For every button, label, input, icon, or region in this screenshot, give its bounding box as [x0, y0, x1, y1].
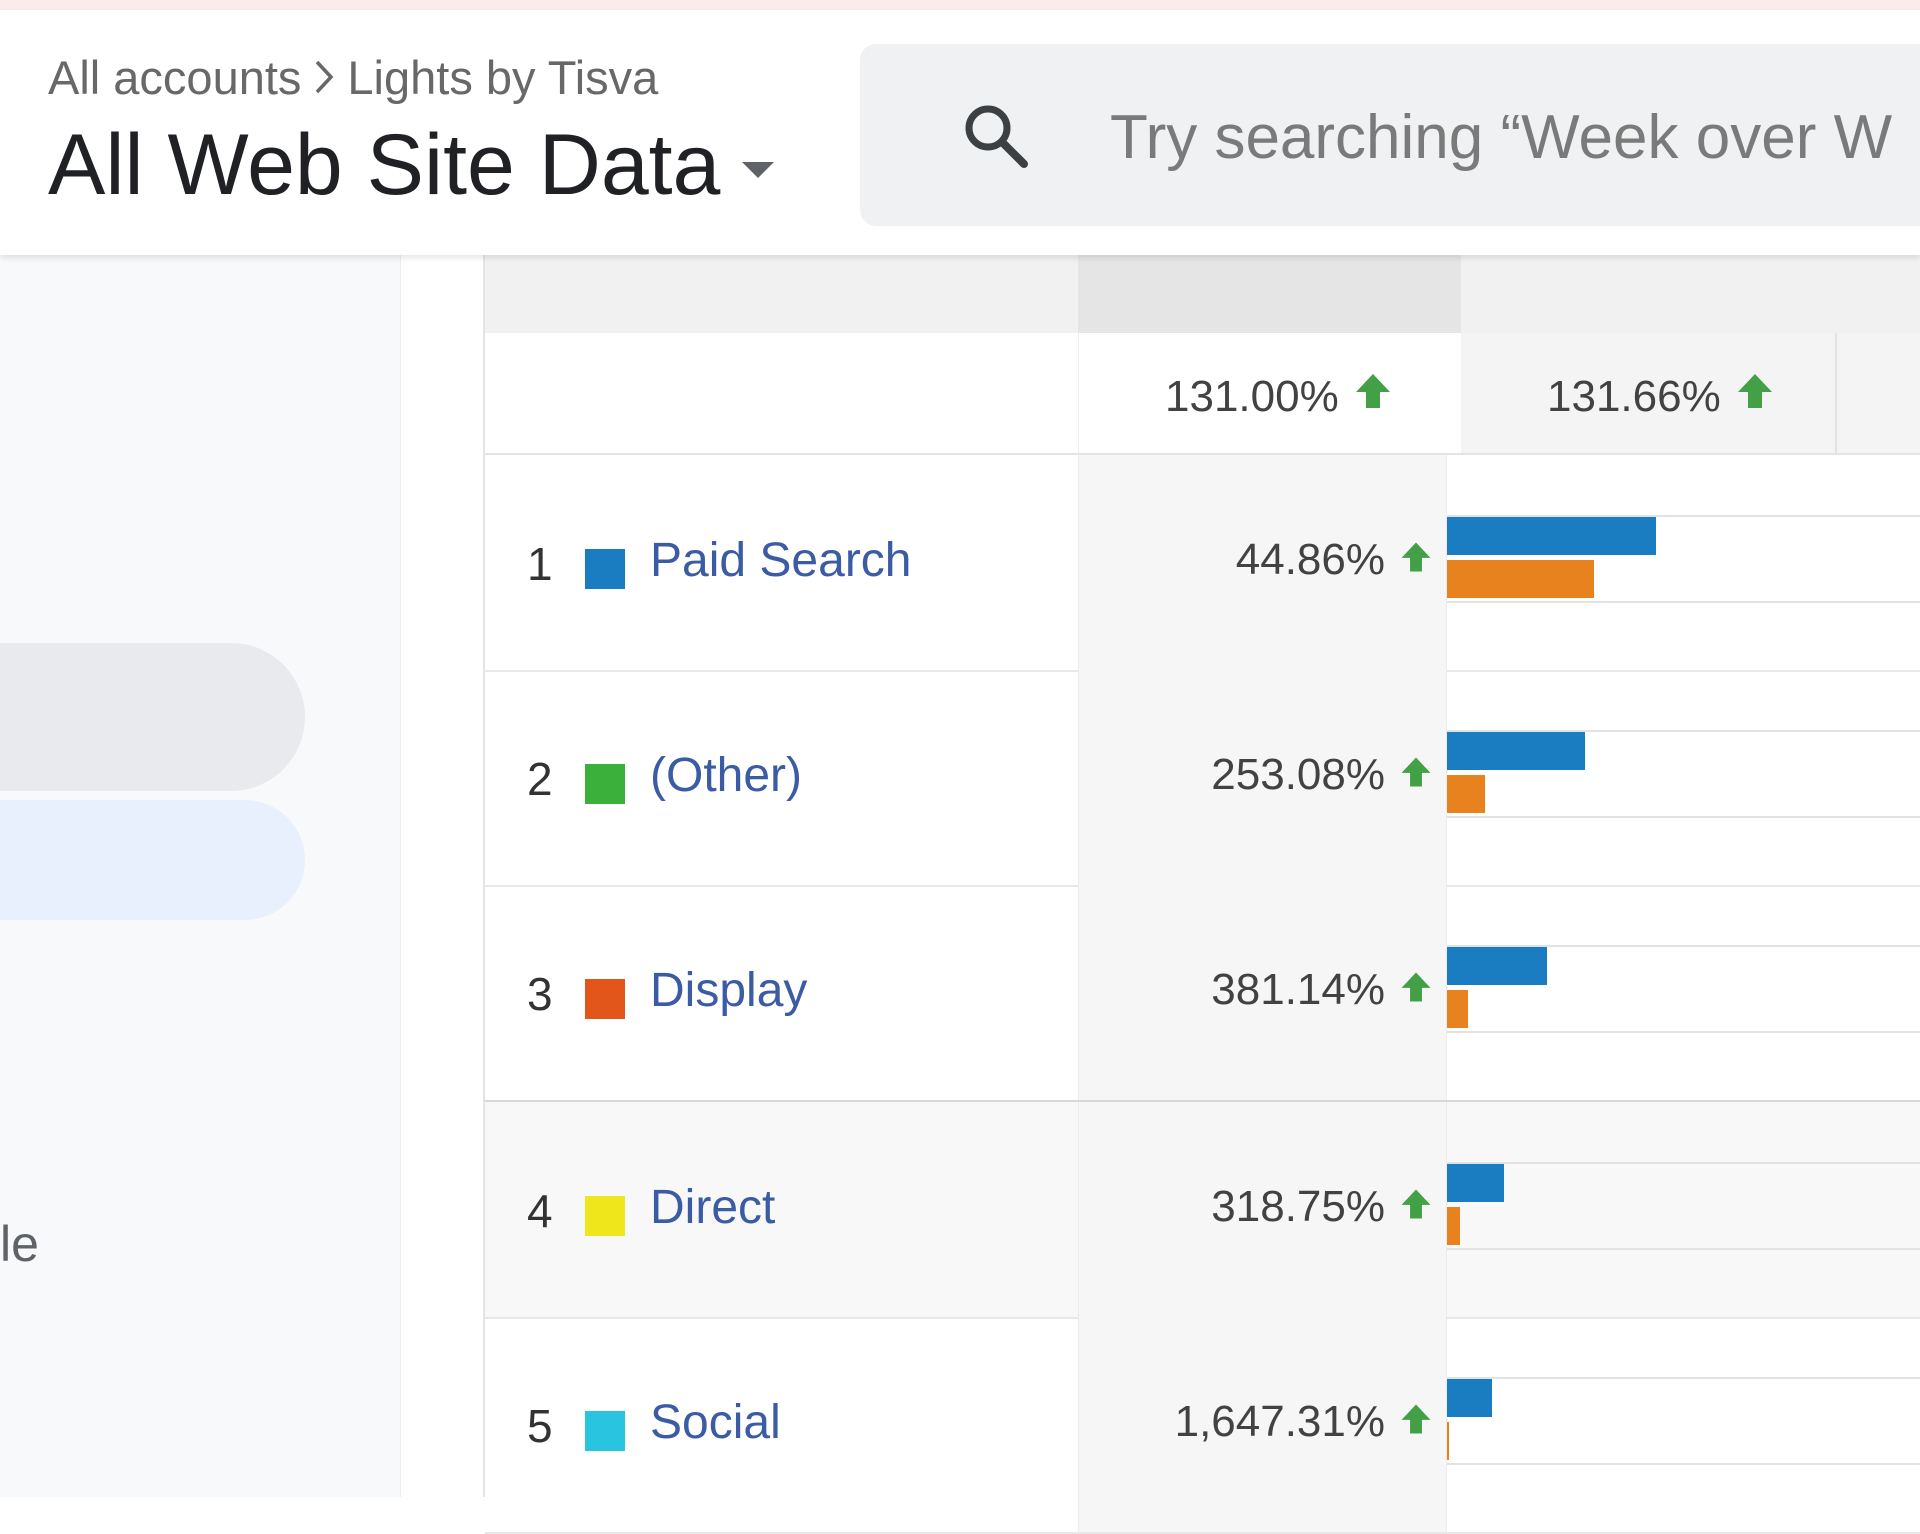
view-selector[interactable]: All Web Site Data — [48, 117, 775, 213]
channel-color-swatch — [585, 1411, 625, 1451]
bar-current-period — [1447, 1164, 1504, 1202]
header: All accounts Lights by Tisva All Web Sit… — [0, 10, 1920, 255]
bar-previous-period — [1447, 1422, 1449, 1460]
metric-cell — [1078, 670, 1447, 885]
row-rank: 4 — [527, 1185, 553, 1237]
channel-color-swatch — [585, 549, 625, 589]
change-percent: 318.75% — [1145, 1182, 1433, 1232]
search-bar[interactable]: Try searching “Week over W — [860, 44, 1920, 226]
change-value: 44.86% — [1235, 535, 1385, 584]
bar-previous-period — [1447, 1207, 1460, 1245]
table-row: 3 Display 381.14% — [485, 885, 1920, 1102]
up-arrow-icon — [1399, 1397, 1433, 1447]
breadcrumb-all-accounts[interactable]: All accounts — [48, 50, 302, 104]
sidebar-item-label[interactable]: le — [0, 1216, 39, 1272]
up-arrow-icon — [1399, 535, 1433, 585]
table-header-cell — [1078, 255, 1461, 333]
change-value: 1,647.31% — [1174, 1397, 1385, 1446]
table-row: 1 Paid Search 44.86% — [485, 455, 1920, 672]
totals-cell — [1461, 333, 1920, 453]
sidebar-item[interactable] — [0, 643, 305, 791]
column-divider — [1835, 333, 1837, 453]
total-change-value: 131.00% — [1165, 371, 1339, 421]
bar-current-period — [1447, 947, 1547, 985]
breadcrumb: All accounts Lights by Tisva — [48, 50, 659, 104]
search-placeholder: Try searching “Week over W — [1110, 103, 1893, 172]
row-rank: 3 — [527, 968, 553, 1020]
table-row: 4 Direct 318.75% — [485, 1100, 1920, 1319]
totals-row: 131.00% 131.66% — [485, 333, 1920, 455]
bar-track — [1447, 1162, 1920, 1250]
view-title: All Web Site Data — [48, 117, 721, 213]
bar-previous-period — [1447, 560, 1594, 598]
change-value: 318.75% — [1211, 1182, 1385, 1231]
channel-link[interactable]: (Other) — [650, 749, 803, 802]
chevron-right-icon — [313, 59, 335, 95]
channel-color-swatch — [585, 1196, 625, 1236]
bar-current-period — [1447, 1379, 1492, 1417]
table-header-strip — [485, 255, 1920, 333]
channel-link[interactable]: Display — [650, 964, 808, 1017]
up-arrow-icon — [1399, 750, 1433, 800]
bar-current-period — [1447, 732, 1585, 770]
channel-link[interactable]: Paid Search — [650, 534, 912, 587]
top-accent-bar — [0, 0, 1920, 10]
bar-previous-period — [1447, 775, 1485, 813]
bar-current-period — [1447, 517, 1656, 555]
change-percent: 44.86% — [1145, 535, 1433, 585]
table-row: 2 (Other) 253.08% — [485, 670, 1920, 887]
breadcrumb-property[interactable]: Lights by Tisva — [347, 50, 659, 104]
change-value: 253.08% — [1211, 750, 1385, 799]
up-arrow-icon — [1399, 1182, 1433, 1232]
channel-link[interactable]: Direct — [650, 1181, 776, 1234]
totals-cell — [1078, 333, 1462, 453]
channel-color-swatch — [585, 979, 625, 1019]
up-arrow-icon — [1735, 371, 1775, 422]
metric-cell — [1078, 885, 1447, 1100]
bar-track — [1447, 515, 1920, 603]
bar-previous-period — [1447, 990, 1468, 1028]
channel-color-swatch — [585, 764, 625, 804]
change-percent: 253.08% — [1145, 750, 1433, 800]
bar-track — [1447, 730, 1920, 818]
row-rank: 2 — [527, 753, 553, 805]
metric-cell — [1078, 455, 1447, 670]
change-percent: 381.14% — [1145, 965, 1433, 1015]
sidebar-item-selected[interactable] — [0, 800, 305, 920]
total-change-1: 131.00% — [1165, 371, 1393, 422]
row-rank: 5 — [527, 1400, 553, 1452]
metric-cell — [1078, 1102, 1447, 1317]
up-arrow-icon — [1399, 965, 1433, 1015]
report-table: 131.00% 131.66% 1 Paid Search 44.86% — [483, 255, 1920, 1534]
bar-track — [1447, 945, 1920, 1033]
bar-track — [1447, 1377, 1920, 1465]
change-percent: 1,647.31% — [1145, 1397, 1433, 1447]
up-arrow-icon — [1353, 371, 1393, 422]
metric-cell — [1078, 1317, 1447, 1532]
caret-down-icon — [742, 162, 775, 178]
total-change-2: 131.66% — [1547, 371, 1775, 422]
total-change-value: 131.66% — [1547, 371, 1721, 421]
table-row: 5 Social 1,647.31% — [485, 1317, 1920, 1534]
change-value: 381.14% — [1211, 965, 1385, 1014]
sidebar: le — [0, 255, 401, 1497]
row-rank: 1 — [527, 538, 553, 590]
channel-link[interactable]: Social — [650, 1396, 781, 1449]
search-icon — [960, 100, 1032, 177]
